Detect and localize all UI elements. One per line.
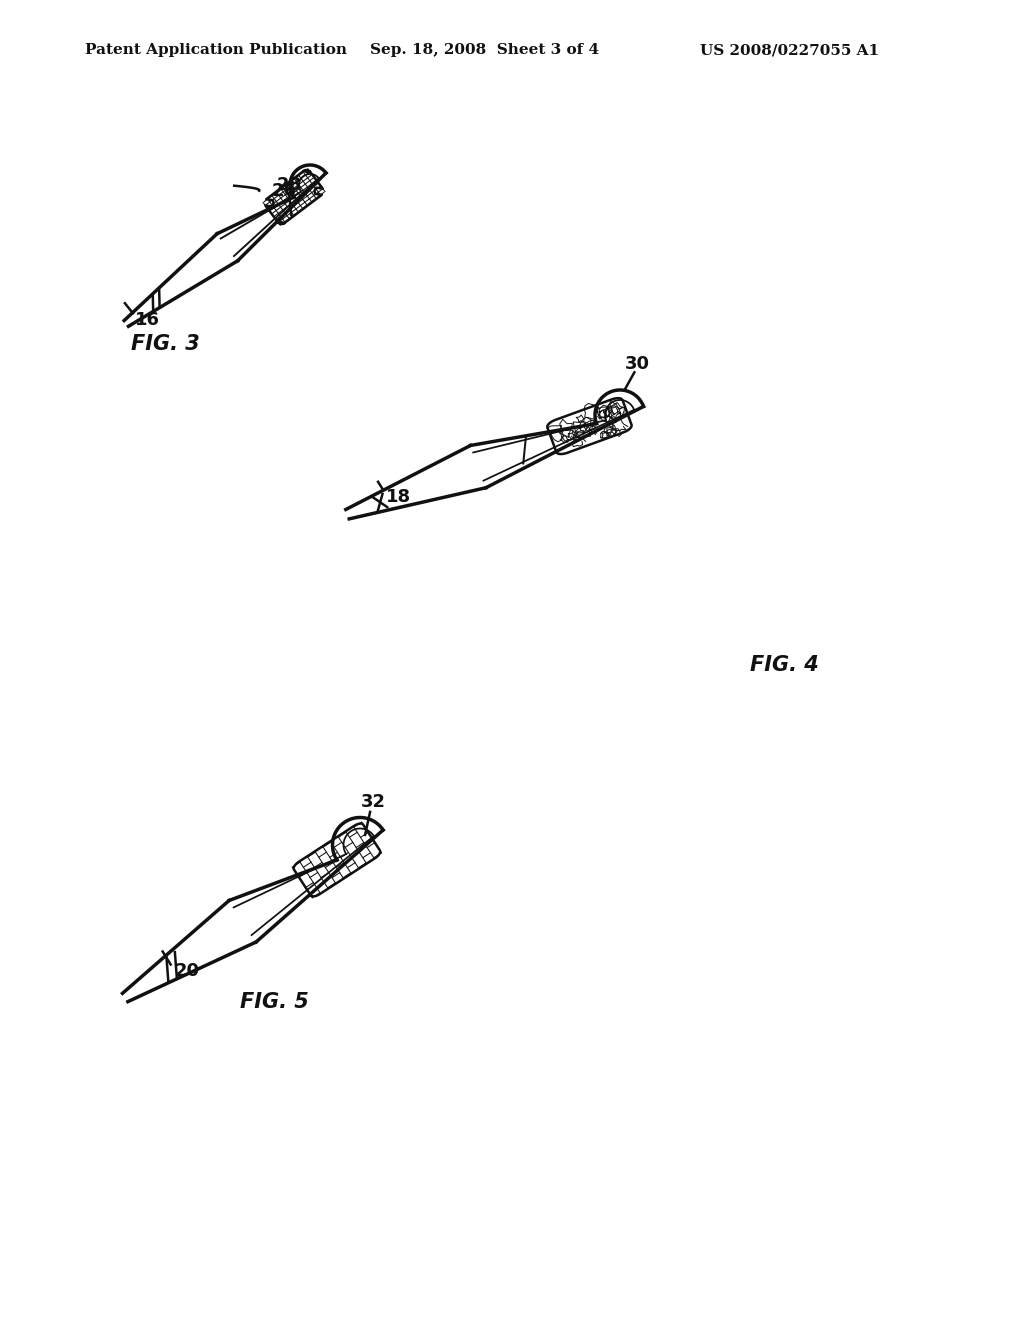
Text: FIG. 3: FIG. 3 [131,334,201,354]
Text: US 2008/0227055 A1: US 2008/0227055 A1 [700,44,880,57]
Text: 30: 30 [625,355,650,374]
Text: 28: 28 [276,176,302,194]
Text: FIG. 5: FIG. 5 [241,991,309,1012]
Text: 18: 18 [386,488,412,506]
Text: 26: 26 [271,182,296,199]
Text: Sep. 18, 2008  Sheet 3 of 4: Sep. 18, 2008 Sheet 3 of 4 [370,44,599,57]
Text: Patent Application Publication: Patent Application Publication [85,44,347,57]
Text: 16: 16 [135,312,160,329]
Text: 32: 32 [360,793,386,810]
Text: FIG. 4: FIG. 4 [750,655,819,675]
Text: 20: 20 [175,962,200,981]
